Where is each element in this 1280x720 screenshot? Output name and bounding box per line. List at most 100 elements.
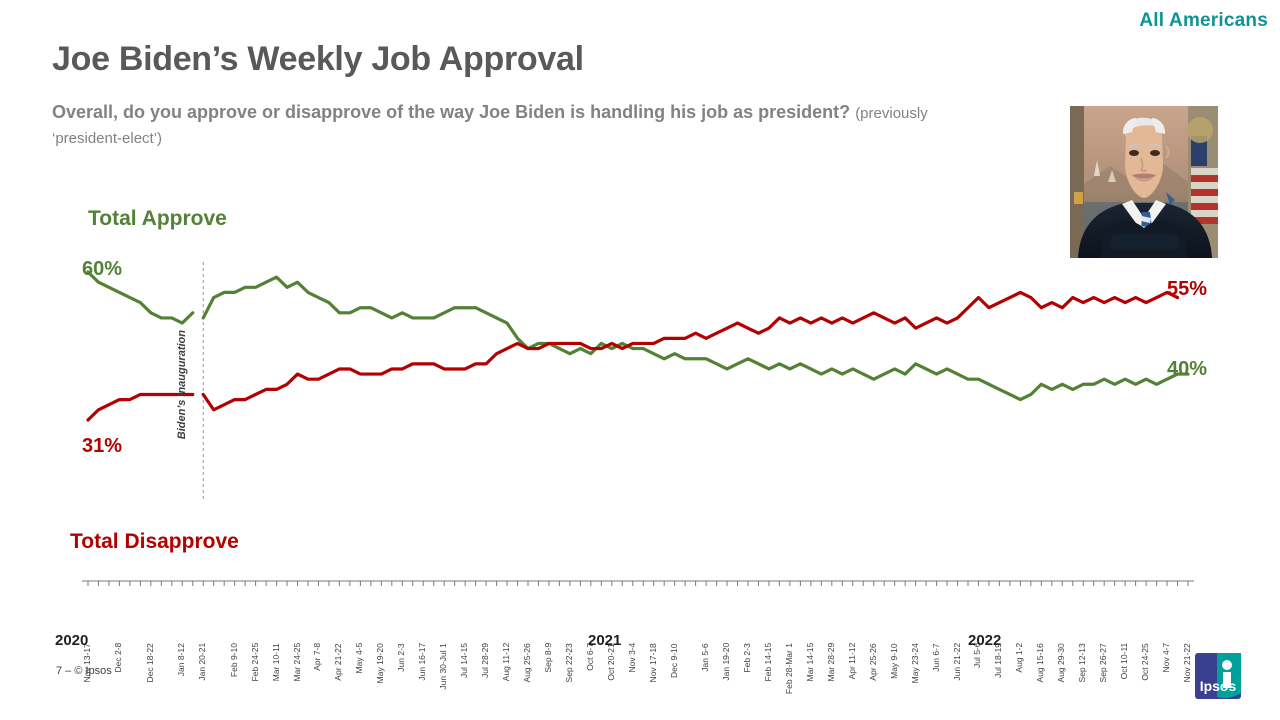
data-point: [987, 383, 991, 386]
data-point: [725, 327, 729, 330]
data-point: [799, 316, 802, 320]
flag-background: [1187, 106, 1218, 258]
data-point: [1134, 296, 1137, 299]
data-point: [1103, 378, 1106, 381]
data-point: [1113, 296, 1116, 299]
data-point: [474, 362, 477, 365]
page-subtitle: Overall, do you approve or disapprove of…: [52, 100, 982, 150]
data-point: [809, 367, 812, 371]
data-point: [642, 342, 645, 345]
data-point: [621, 347, 624, 350]
x-tick-label: May 4-5: [354, 643, 365, 674]
data-point: [945, 367, 949, 371]
data-point: [862, 372, 865, 376]
data-point: [254, 393, 257, 396]
data-point: [327, 301, 331, 304]
data-point: [663, 357, 666, 360]
data-point: [128, 296, 132, 299]
data-point: [767, 367, 771, 371]
data-point: [547, 342, 551, 345]
data-point: [1124, 378, 1127, 381]
data-point: [107, 286, 111, 289]
data-point: [1092, 383, 1095, 386]
data-point: [966, 378, 970, 381]
data-point: [1134, 383, 1137, 386]
x-tick-label: Apr 7-8: [312, 643, 323, 671]
x-tick-label: Mar 28-29: [825, 643, 836, 682]
data-point: [715, 362, 718, 365]
data-point: [296, 281, 299, 284]
page-title: Joe Biden’s Weekly Job Approval: [52, 40, 584, 78]
data-point: [327, 372, 331, 376]
data-point: [820, 372, 823, 376]
data-point: [851, 321, 854, 325]
data-point: [453, 367, 456, 371]
data-point: [86, 418, 90, 422]
data-point: [1019, 291, 1022, 294]
data-point: [254, 286, 257, 289]
data-point: [526, 347, 530, 350]
data-point: [526, 347, 530, 350]
data-point: [830, 321, 833, 325]
label-start-disapprove: 31%: [82, 435, 123, 457]
data-point: [914, 327, 917, 330]
data-point: [306, 378, 310, 381]
data-point: [610, 342, 613, 345]
series-line-disapprove: [201, 290, 1180, 412]
series-line-approve: [201, 275, 1190, 402]
data-point: [704, 357, 708, 360]
legend-total-disapprove: Total Disapprove: [70, 530, 239, 553]
data-point: [757, 332, 760, 335]
data-point: [809, 321, 812, 325]
data-point: [1019, 398, 1022, 401]
x-tick-label: Sep 12-13: [1077, 643, 1088, 683]
x-tick-label: Oct 10-11: [1119, 643, 1130, 680]
x-tick-label: May 9-10: [888, 643, 899, 679]
data-point: [893, 367, 896, 371]
data-point: [181, 321, 184, 325]
data-point: [652, 342, 655, 345]
data-point: [547, 342, 551, 345]
x-tick-label: Feb 2-3: [742, 643, 752, 673]
x-tick-label: Jun 2-3: [396, 643, 407, 672]
data-point: [516, 342, 519, 345]
data-point: [348, 367, 352, 371]
data-point: [841, 316, 844, 320]
x-tick-label: May 23-24: [909, 643, 920, 684]
data-point: [704, 337, 708, 340]
data-point: [348, 311, 352, 314]
data-point: [621, 342, 624, 345]
x-tick-label: Jul 14-15: [459, 643, 470, 678]
data-point: [977, 296, 980, 299]
data-point: [338, 311, 341, 314]
data-point: [663, 337, 666, 340]
data-point: [684, 337, 687, 340]
data-point: [484, 311, 488, 314]
legend-total-approve: Total Approve: [88, 207, 227, 230]
data-point: [1082, 383, 1085, 386]
data-point: [1040, 306, 1043, 309]
data-point: [464, 306, 467, 309]
data-point: [1071, 388, 1074, 391]
year-label-2022: 2022: [968, 632, 1002, 649]
label-end-approve: 40%: [1167, 358, 1208, 380]
data-point: [893, 321, 896, 325]
data-point: [673, 352, 676, 355]
x-tick-label: Jul 28-29: [480, 643, 491, 678]
x-tick-label: Apr 11-12: [846, 643, 857, 680]
data-point: [285, 286, 289, 289]
data-point: [966, 306, 970, 309]
x-tick-label: Jun 6-7: [930, 643, 941, 672]
data-point: [401, 311, 404, 314]
data-point: [369, 372, 372, 376]
data-point: [778, 362, 781, 365]
data-point: [600, 347, 603, 350]
data-point: [736, 321, 739, 325]
x-tick-label: Dec 2-8: [113, 643, 124, 673]
data-point: [191, 393, 194, 396]
x-tick-label: Nov 4-7: [1161, 643, 1172, 673]
data-point: [369, 306, 372, 309]
data-point: [453, 306, 456, 309]
data-point: [956, 316, 959, 320]
data-point: [537, 347, 540, 350]
